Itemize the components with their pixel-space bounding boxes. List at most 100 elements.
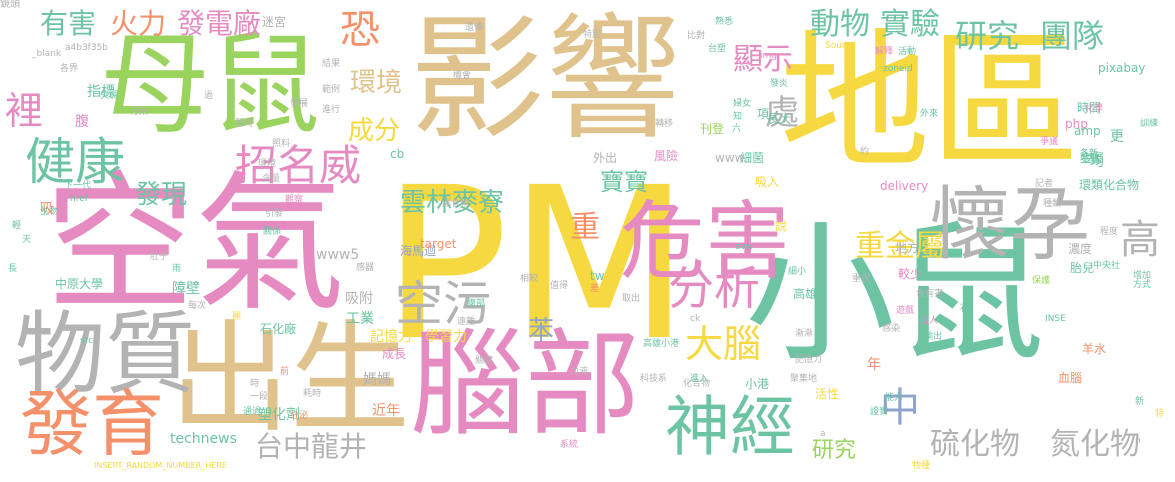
cloud-word: 小鼠 (745, 208, 1046, 382)
cloud-word: 鏡頭 (0, 0, 20, 10)
cloud-word: 懷孕 (930, 178, 1090, 271)
cloud-word: 特 (1155, 409, 1165, 419)
cloud-word: img (760, 51, 777, 61)
cloud-word: 成長 (382, 347, 407, 361)
cloud-word: 高 (1120, 217, 1160, 263)
cloud-word: 血腦 (1058, 371, 1083, 385)
cloud-word: 塑化劑 (258, 407, 300, 423)
cloud-word: 細菌 (740, 151, 765, 165)
cloud-word: 引發 (265, 209, 284, 219)
cloud-word: 長大 (767, 112, 792, 126)
cloud-word: Source (825, 41, 856, 51)
cloud-word: a (820, 429, 826, 439)
cloud-word: 機會 (453, 71, 472, 81)
cloud-word: 處 (765, 93, 799, 133)
cloud-word: 各界 (60, 64, 79, 74)
cloud-word: 記憶力 (795, 355, 823, 365)
cloud-word: 寶寶 (600, 168, 648, 196)
cloud-word: 特別 (583, 30, 602, 40)
cloud-word: 前 (280, 367, 290, 377)
cloud-word: 石化廠 (260, 322, 297, 336)
cloud-word: 遊戲 (896, 306, 915, 316)
cloud-word: php (1065, 117, 1088, 131)
cloud-word: 苯 (528, 316, 555, 346)
cloud-word: 失調 (100, 91, 119, 101)
cloud-word: 過 (204, 91, 214, 101)
cloud-word: 照料 (272, 139, 291, 149)
cloud-word: 成人 (920, 316, 939, 326)
cloud-word: 大腦 (685, 322, 762, 366)
cloud-word: 爭議 (1040, 137, 1059, 147)
cloud-word: 外出 (593, 151, 618, 165)
cloud-word: 有害 (40, 7, 97, 40)
cloud-word: 轉移 (655, 119, 674, 129)
cloud-word: 活性 (815, 387, 840, 401)
cloud-word: 台中龍井 (255, 430, 368, 463)
cloud-word: 系統 (560, 440, 579, 450)
cloud-word: 迷宮 (262, 15, 287, 29)
cloud-word: 地區 (780, 16, 1081, 190)
cloud-word: 取出 (622, 294, 641, 304)
cloud-word: www5 (316, 247, 360, 263)
cloud-word: 進入 (690, 374, 709, 384)
cloud-word: 能力 (885, 393, 904, 403)
cloud-word: 神經 (665, 390, 796, 465)
cloud-word: 台塑 (708, 44, 727, 54)
cloud-word: 關係 (263, 227, 282, 237)
cloud-word: 記憶力 (370, 329, 412, 345)
cloud-word: 進行 (322, 105, 341, 115)
cloud-word: 暫時 (235, 119, 254, 129)
cloud-word: 下一代 (64, 181, 92, 191)
cloud-word: 發現 (135, 180, 188, 210)
cloud-word: 金屬 (1080, 151, 1105, 165)
cloud-word: 每次 (188, 301, 207, 311)
cloud-word: 時 (250, 379, 260, 389)
cloud-word: 雲林麥寮 (400, 188, 505, 218)
cloud-word: 海馬迴 (400, 244, 437, 258)
cloud-word: a4b3f35b (65, 43, 109, 53)
cloud-word: 環境 (258, 159, 277, 169)
cloud-word: 動物 (810, 7, 870, 42)
cloud-word: 濃度 (1068, 242, 1093, 256)
cloud-word: 空污 (395, 276, 492, 332)
cloud-word: 物種 (912, 461, 931, 471)
cloud-word: 種類 (1043, 199, 1062, 209)
cloud-word: 含量 (262, 174, 281, 184)
cloud-word: 較少 (898, 267, 923, 281)
cloud-word: 分泌 (290, 411, 309, 421)
cloud-word: 分析 (668, 261, 760, 315)
cloud-word: src (80, 336, 94, 346)
cloud-word: 氮化物 (1050, 427, 1140, 462)
cloud-word: 物質 (15, 302, 195, 407)
cloud-word: 副食物 (442, 199, 470, 209)
cloud-word: 發電廠 (177, 7, 262, 40)
cloud-word: 聚集地 (790, 374, 818, 384)
cloud-word: 實驗 (880, 7, 940, 42)
cloud-word: 長 (8, 264, 18, 274)
cloud-word: 知 (733, 112, 743, 122)
cloud-word: 一段 (250, 392, 269, 402)
cloud-word: 硫化物 (930, 427, 1020, 462)
cloud-word: href (70, 194, 88, 204)
cloud-word: 火力 (110, 7, 167, 40)
cloud-word: 健康 (25, 133, 125, 191)
cloud-word: 顯示 (733, 42, 793, 77)
cloud-word: 項 (757, 107, 770, 121)
cloud-word: 雨 (172, 264, 182, 274)
cloud-word: 漸漸 (795, 329, 814, 339)
cloud-word: 吸附 (345, 291, 373, 307)
cloud-word: 科技系 (640, 374, 668, 384)
cloud-word: 肚子 (150, 252, 169, 262)
cloud-word: delivery (880, 179, 929, 193)
cloud-word: 吸入 (755, 175, 780, 189)
cloud-word: technews (170, 431, 237, 447)
cloud-word: 研究 (812, 438, 857, 463)
cloud-word: 細小 (788, 267, 807, 277)
cloud-word: 中央社 (1093, 261, 1121, 271)
cloud-word: avw (735, 242, 754, 252)
cloud-word: 活動 (898, 47, 917, 57)
cloud-word: 更 (1110, 129, 1124, 145)
cloud-word: 感器 (356, 263, 375, 273)
cloud-word: 研究 (955, 17, 1020, 55)
